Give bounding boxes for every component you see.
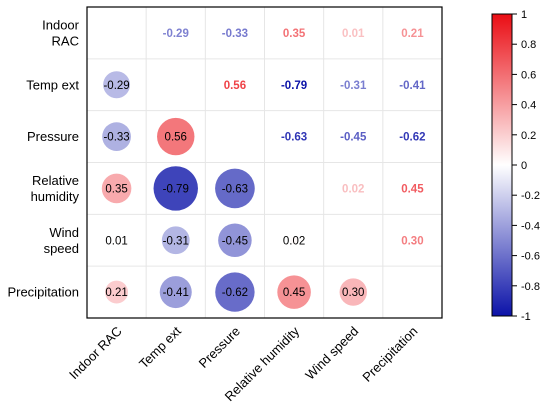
- colorbar-tick-label: -0.8: [521, 281, 540, 293]
- correlation-value: -0.79: [163, 183, 189, 195]
- correlation-value: -0.62: [399, 132, 425, 144]
- colorbar-tick-label: 0: [521, 160, 527, 172]
- correlation-value: -0.33: [103, 132, 129, 144]
- correlation-circle: [157, 117, 195, 156]
- correlation-value: -0.31: [340, 80, 367, 92]
- row-label: Wind speed: [44, 225, 79, 256]
- correlation-circle: [103, 71, 131, 99]
- row-label-line: Temp ext: [26, 77, 79, 92]
- row-label: Temp ext: [26, 77, 79, 92]
- colorbar: 1 0.8 0.6 0.4 0.2 0 -0.2 -0.4 -0.6 -0.8 -1: [491, 9, 540, 323]
- correlation-value: -0.29: [163, 28, 189, 40]
- correlation-circle: [215, 272, 255, 312]
- correlation-circle: [161, 226, 190, 255]
- correlation-circle: [215, 168, 255, 209]
- correlation-value: 0.35: [105, 183, 127, 195]
- colorbar-ticks: 1 0.8 0.6 0.4 0.2 0 -0.2 -0.4 -0.6 -0.8 -1: [512, 9, 540, 323]
- correlation-value: -0.41: [399, 80, 426, 92]
- colorbar-tick-label: -0.2: [521, 190, 540, 202]
- correlation-value: 0.56: [224, 80, 246, 92]
- correlation-value: 0.21: [105, 287, 127, 299]
- correlation-value: -0.33: [222, 28, 248, 40]
- correlation-value: 0.45: [401, 183, 424, 195]
- correlation-value: 0.30: [342, 287, 364, 299]
- matrix-frame: [86, 6, 443, 319]
- correlation-circle: [114, 237, 120, 243]
- row-label-line: speed: [44, 241, 79, 256]
- correlation-value: -0.41: [163, 287, 189, 299]
- colorbar-tick-label: -0.6: [521, 251, 540, 263]
- row-label: Indoor RAC: [42, 17, 80, 48]
- correlation-value: -0.79: [281, 80, 307, 92]
- correlation-value: 0.21: [401, 28, 424, 40]
- correlation-circle: [159, 276, 192, 309]
- row-label: Precipitation: [7, 285, 79, 300]
- row-label-line: Relative: [32, 173, 79, 188]
- correlation-value: 0.45: [283, 287, 305, 299]
- column-label: Indoor RAC: [66, 324, 125, 383]
- correlation-value: -0.45: [222, 235, 248, 247]
- correlation-value: -0.63: [281, 132, 307, 144]
- correlation-circle: [277, 275, 311, 309]
- row-label-line: RAC: [52, 33, 79, 48]
- correlation-circle: [153, 166, 198, 211]
- row-label-line: Wind: [49, 225, 79, 240]
- correlation-value: -0.31: [163, 235, 189, 247]
- row-label-line: Pressure: [27, 129, 79, 144]
- row-label-line: Indoor: [42, 17, 80, 32]
- correlation-circle: [101, 173, 132, 204]
- row-label: Pressure: [27, 129, 79, 144]
- column-label: Temp ext: [136, 323, 184, 371]
- colorbar-tick-label: 0.4: [521, 100, 536, 112]
- row-label: Relative humidity: [31, 173, 80, 204]
- correlation-circle: [290, 236, 298, 244]
- colorbar-gradient: [491, 13, 513, 317]
- grid-lines: [87, 7, 442, 318]
- column-label: Pressure: [196, 324, 243, 371]
- correlation-value: 0.35: [283, 28, 306, 40]
- colorbar-tick-label: 0.8: [521, 39, 536, 51]
- correlation-value: 0.02: [342, 183, 364, 195]
- correlation-value: -0.29: [103, 80, 129, 92]
- correlation-circle: [339, 278, 367, 306]
- correlation-value: -0.62: [222, 287, 248, 299]
- colorbar-tick-label: -1: [521, 311, 531, 323]
- correlation-value: 0.01: [105, 235, 127, 247]
- colorbar-tick-label: -0.4: [521, 220, 540, 232]
- correlation-value: -0.63: [222, 183, 248, 195]
- correlation-circle: [218, 223, 252, 258]
- colorbar-tick-label: 1: [521, 9, 527, 21]
- correlation-value: 0.56: [165, 132, 187, 144]
- column-label: Precipitation: [359, 324, 420, 385]
- correlation-circle: [105, 280, 129, 304]
- row-label-line: humidity: [31, 189, 80, 204]
- correlation-value: 0.02: [283, 235, 305, 247]
- correlation-value: -0.45: [340, 132, 367, 144]
- correlation-value: 0.30: [401, 235, 423, 247]
- row-label-line: Precipitation: [7, 285, 79, 300]
- correlation-circle: [102, 122, 131, 151]
- row-labels: Indoor RAC Temp ext Pressure Relative humidit…: [7, 17, 79, 299]
- colorbar-tick-label: 0.2: [521, 130, 536, 142]
- matrix-cells: -0.29 -0.33 0.35 0.01 0.21 -0.29 0.56 -0.79 -0.3…: [101, 28, 426, 312]
- column-label: Wind speed: [302, 324, 361, 383]
- correlation-value: 0.01: [342, 28, 365, 40]
- colorbar-tick-label: 0.6: [521, 69, 536, 81]
